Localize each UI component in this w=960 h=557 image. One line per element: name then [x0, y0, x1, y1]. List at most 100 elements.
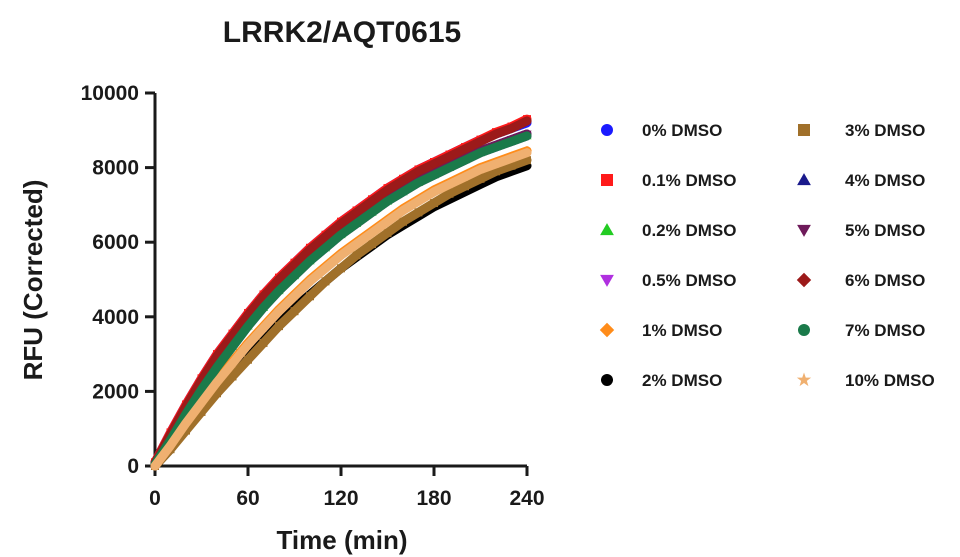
legend-marker — [599, 322, 615, 338]
legend-label: 6% DMSO — [845, 271, 925, 290]
legend-item: 4% DMSO — [797, 171, 925, 190]
data-point — [305, 276, 315, 286]
legend-item: 6% DMSO — [796, 271, 925, 290]
x-tick-label: 120 — [323, 487, 358, 510]
data-point — [243, 339, 253, 349]
series-2-dmso — [150, 161, 532, 471]
data-point — [275, 286, 283, 295]
series-1-dmso — [150, 146, 532, 471]
y-tick-label: 6000 — [92, 231, 139, 254]
legend-label: 10% DMSO — [845, 371, 935, 390]
legend-label: 4% DMSO — [845, 171, 925, 190]
legend-item: 7% DMSO — [798, 321, 925, 340]
data-point — [212, 377, 222, 387]
data-point — [506, 153, 517, 163]
data-point — [523, 131, 531, 140]
x-tick-label: 60 — [236, 487, 259, 510]
legend-marker — [601, 374, 613, 386]
y-tick-label: 8000 — [92, 157, 139, 180]
data-point — [522, 116, 532, 126]
legend-item: 3% DMSO — [798, 121, 925, 140]
legend-item: 0.1% DMSO — [601, 171, 736, 190]
data-point — [197, 385, 206, 394]
data-point — [460, 144, 470, 154]
series-band — [150, 161, 532, 471]
data-point — [506, 123, 517, 134]
data-point — [289, 259, 300, 270]
y-axis-label: RFU (Corrected) — [18, 180, 48, 381]
data-point — [461, 182, 469, 191]
y-tick-label: 0 — [127, 455, 139, 478]
data-point — [383, 228, 392, 237]
legend-label: 5% DMSO — [845, 221, 925, 240]
data-point — [321, 277, 330, 286]
series-3-dmso — [150, 155, 532, 471]
x-axis-label: Time (min) — [277, 525, 408, 555]
data-point — [336, 250, 346, 260]
legend-item: 10% DMSO — [796, 371, 935, 390]
data-point — [290, 307, 299, 316]
data-point — [475, 136, 486, 147]
data-point — [150, 461, 160, 471]
legend-label: 0% DMSO — [642, 121, 722, 140]
data-point — [196, 397, 207, 407]
data-point — [259, 338, 268, 347]
data-point — [244, 355, 252, 364]
data-point — [227, 358, 238, 368]
data-point — [165, 440, 176, 450]
data-point — [351, 239, 362, 249]
data-point — [244, 322, 252, 331]
data-point — [368, 240, 376, 249]
data-point — [445, 163, 454, 172]
data-point — [337, 230, 345, 239]
data-point — [414, 178, 423, 187]
data-point — [306, 256, 314, 265]
data-point — [413, 166, 424, 177]
legend-label: 7% DMSO — [845, 321, 925, 340]
data-point — [429, 186, 439, 196]
legend-label: 0.1% DMSO — [642, 171, 736, 190]
data-point — [460, 171, 470, 181]
data-point — [445, 189, 454, 198]
data-point — [213, 363, 221, 372]
legend-marker — [600, 274, 614, 287]
data-point — [197, 407, 206, 416]
data-point — [258, 322, 269, 333]
legend-marker — [798, 124, 810, 136]
data-point — [523, 156, 531, 165]
data-point — [491, 129, 501, 139]
data-point — [444, 151, 455, 162]
data-point — [351, 207, 362, 218]
legend-label: 1% DMSO — [642, 321, 722, 340]
data-point — [352, 219, 361, 228]
data-point — [337, 264, 345, 273]
data-point — [414, 208, 423, 217]
data-point — [367, 196, 377, 206]
data-point — [196, 375, 207, 386]
data-point — [491, 158, 501, 168]
legend-label: 2% DMSO — [642, 371, 722, 390]
data-point — [492, 167, 500, 176]
series-10-dmso — [150, 147, 532, 471]
data-point — [290, 271, 299, 280]
data-point — [476, 174, 485, 183]
data-point — [305, 244, 315, 255]
data-point — [430, 199, 438, 208]
data-point — [399, 187, 407, 196]
y-tick-label: 4000 — [92, 306, 139, 329]
data-point — [507, 137, 516, 146]
x-tick-label: 180 — [416, 487, 451, 510]
data-point — [429, 159, 439, 169]
series-band — [150, 155, 532, 471]
legend-marker — [600, 223, 614, 236]
legend-label: 0.5% DMSO — [642, 271, 736, 290]
data-point — [275, 322, 283, 331]
data-point — [382, 185, 393, 195]
data-point — [382, 216, 393, 226]
legend-label: 3% DMSO — [845, 121, 925, 140]
data-point — [475, 164, 486, 174]
data-point — [507, 161, 516, 170]
data-point — [399, 217, 407, 226]
legend-marker — [601, 124, 613, 136]
